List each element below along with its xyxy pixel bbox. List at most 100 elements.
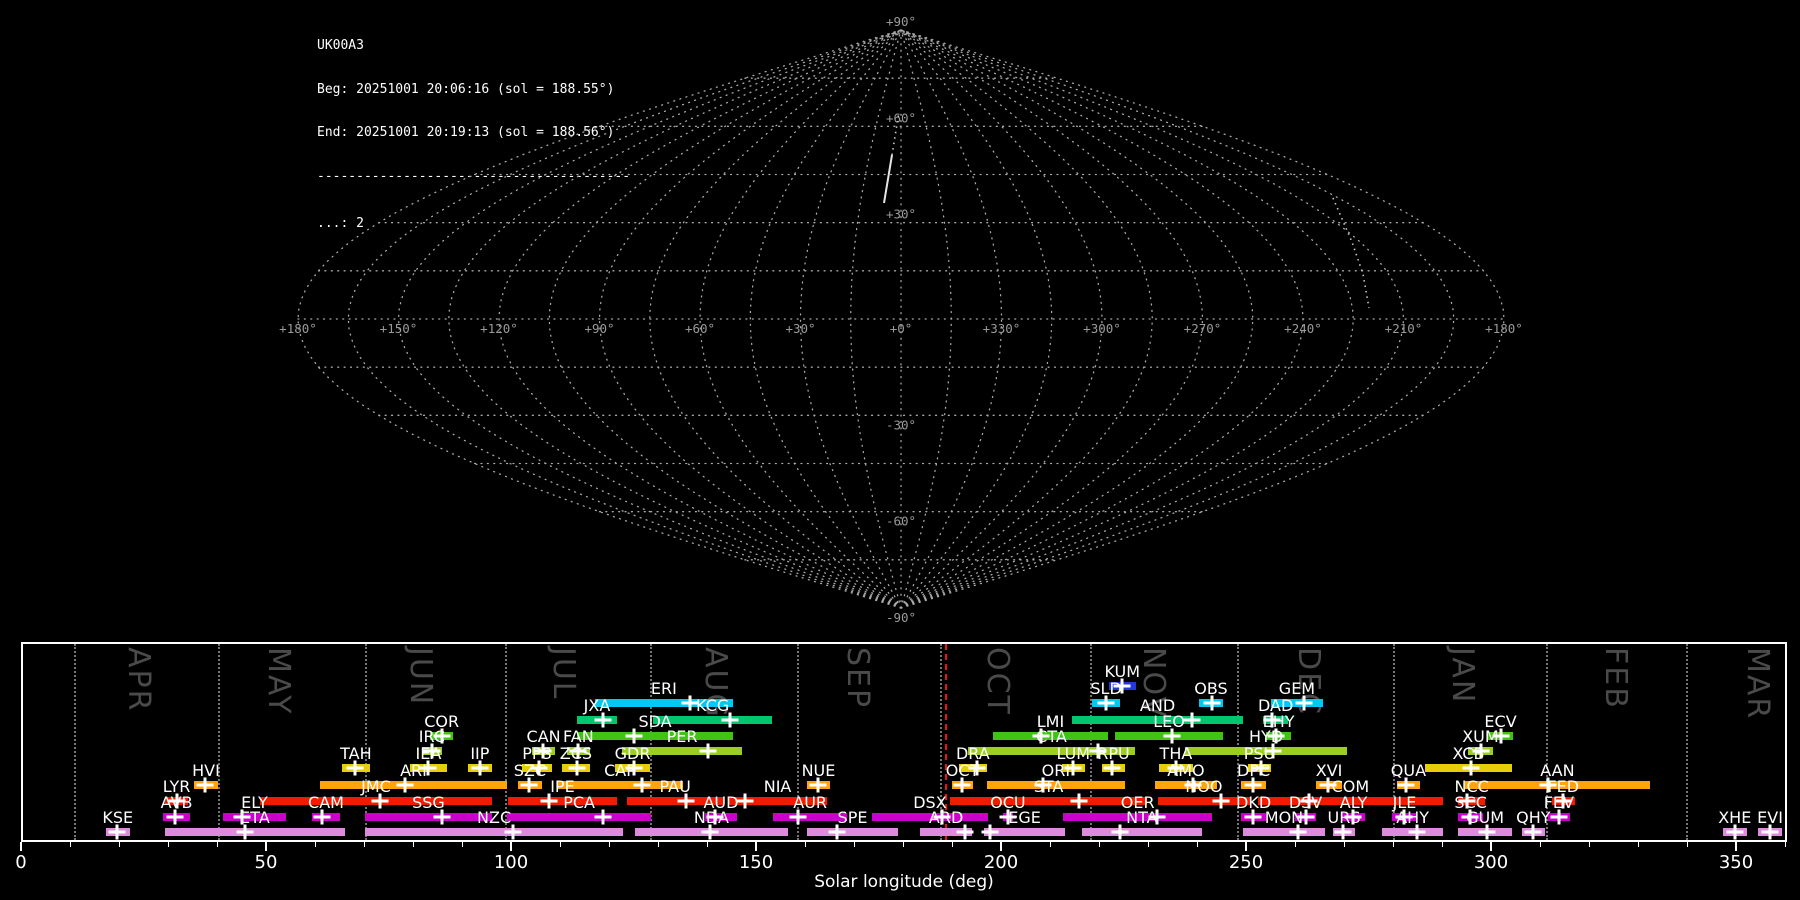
shower-label: XCB [1452,744,1485,763]
peak-marker [736,793,754,809]
x-axis-minor-tick [1294,842,1296,847]
shower-label: CAP [604,761,636,780]
peak-marker [346,760,364,776]
shower-label: THA [1159,744,1193,763]
peak-marker [1297,809,1315,825]
month-gridline [1090,644,1093,840]
month-gridline [650,644,653,840]
x-axis-minor-tick [1196,842,1198,847]
peak-marker [471,760,489,776]
shower-label: ECV [1484,712,1517,731]
peak-marker [1203,695,1221,711]
shower-label: KSE [102,808,134,827]
shower-label: AUD [703,793,739,812]
x-axis-minor-tick [363,842,365,847]
sky-grid-meridian [900,29,952,609]
month-label: MAR [1740,647,1776,721]
shower-label: LMI [1036,712,1065,731]
shower-label: LYR [162,777,191,796]
shower-bar [872,813,988,821]
x-axis-minor-tick [1588,842,1590,847]
month-gridline [940,644,943,840]
shower-label: ARI [400,761,427,780]
shower-label: GEM [1278,679,1316,698]
sky-grid-meridian [749,29,902,609]
peak-marker [1524,824,1542,840]
peak-marker [1550,809,1568,825]
sky-longitude-label: +330° [983,321,1021,336]
peak-marker [681,695,699,711]
peak-marker [1539,777,1557,793]
shower-bar [728,797,828,805]
shower-bar [627,797,724,805]
sky-longitude-label: +180° [279,321,317,336]
peak-marker [1478,824,1496,840]
shower-label: AUR [793,793,828,812]
shower-label: IPE [550,777,575,796]
peak-marker [956,824,974,840]
peak-marker [1183,712,1201,728]
shower-label: NOO [1185,777,1223,796]
peak-marker [1264,743,1282,759]
peak-marker [236,824,254,840]
shower-label: COM [1331,777,1370,796]
separator-line: ---------------------------------------- [317,168,631,184]
shower-label: KUM [1104,662,1141,681]
shower-label: MON [1264,808,1304,827]
x-axis-minor-tick [216,842,218,847]
shower-label: FEV [1543,793,1574,812]
x-axis-tick-label: 350 [1718,852,1754,873]
peak-marker [594,712,612,728]
shower-label: XHE [1718,808,1752,827]
peak-marker [1111,824,1129,840]
shower-label: QHY [1516,808,1551,827]
shower-label: JMC [361,777,391,796]
shower-bar [165,828,345,836]
x-axis-tick-label: 50 [254,852,278,873]
shower-label: ETA [240,808,270,827]
peak-marker [371,793,389,809]
peak-marker [1252,760,1270,776]
shower-label: SZC [513,761,547,780]
peak-marker [933,809,951,825]
x-axis-minor-tick [1539,842,1541,847]
shower-bar [1257,797,1443,805]
shower-bar [950,797,1147,805]
x-axis-minor-tick [412,842,414,847]
shower-label: ERI [650,679,677,698]
month-gridline [1393,644,1395,840]
shower-label: NUE [801,761,836,780]
peak-marker [108,824,126,840]
shower-label: CAN [526,727,561,746]
sky-longitude-label: +270° [1184,321,1222,336]
peak-marker [1089,743,1107,759]
peak-marker [1064,760,1082,776]
peak-marker [1461,809,1479,825]
sky-longitude-label: +300° [1083,321,1121,336]
peak-marker [423,743,441,759]
peak-marker [1163,728,1181,744]
peak-marker [520,777,538,793]
peak-marker [540,793,558,809]
sky-grid-meridian [397,29,902,609]
peak-marker [1032,728,1050,744]
x-axis-tick-label: 100 [493,852,529,873]
shower-label: DSV [1288,793,1323,812]
shower-bar [920,828,973,836]
x-axis-minor-tick [461,842,463,847]
shower-label: AHY [1396,808,1429,827]
month-gridline [217,644,220,840]
peak-marker [999,809,1017,825]
shower-label: AVB [160,793,193,812]
peak-marker [1148,809,1166,825]
peak-marker [953,777,971,793]
month-label: MAY [260,647,296,716]
shower-label: NIA [763,777,792,796]
shower-label: ELY [241,793,268,812]
shower-label: OBS [1194,679,1228,698]
x-axis-minor-tick [314,842,316,847]
sky-grid-meridian [900,29,1254,609]
peak-marker [1458,793,1476,809]
sky-latitude-label: -30° [886,417,916,432]
peak-marker [1244,809,1262,825]
